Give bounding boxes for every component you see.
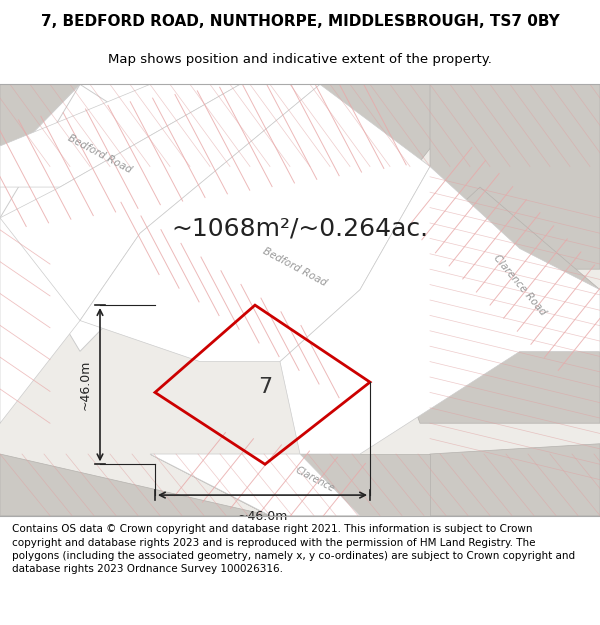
Polygon shape (150, 454, 430, 516)
Text: Contains OS data © Crown copyright and database right 2021. This information is : Contains OS data © Crown copyright and d… (12, 524, 575, 574)
Polygon shape (0, 454, 270, 516)
Polygon shape (80, 84, 320, 218)
Text: 7: 7 (258, 378, 272, 398)
Text: Map shows position and indicative extent of the property.: Map shows position and indicative extent… (108, 52, 492, 66)
Text: Bedford Road: Bedford Road (262, 246, 329, 288)
Polygon shape (280, 166, 600, 454)
Polygon shape (240, 84, 480, 187)
Text: Clarence: Clarence (293, 465, 337, 494)
Text: ~46.0m: ~46.0m (79, 359, 92, 410)
Polygon shape (0, 84, 320, 321)
Text: Clarence Road: Clarence Road (492, 253, 548, 317)
Polygon shape (0, 218, 80, 423)
Polygon shape (150, 454, 360, 516)
Polygon shape (430, 84, 600, 269)
Polygon shape (0, 218, 80, 423)
Polygon shape (370, 187, 600, 423)
Text: Bedford Road: Bedford Road (67, 133, 134, 175)
Polygon shape (0, 84, 240, 187)
Text: ~46.0m: ~46.0m (238, 511, 287, 524)
Polygon shape (0, 84, 160, 218)
Polygon shape (0, 84, 240, 351)
Text: 7, BEDFORD ROAD, NUNTHORPE, MIDDLESBROUGH, TS7 0BY: 7, BEDFORD ROAD, NUNTHORPE, MIDDLESBROUG… (41, 14, 559, 29)
Polygon shape (380, 444, 600, 516)
Text: ~1068m²/~0.264ac.: ~1068m²/~0.264ac. (172, 216, 428, 240)
Polygon shape (80, 84, 430, 362)
Polygon shape (0, 84, 160, 218)
